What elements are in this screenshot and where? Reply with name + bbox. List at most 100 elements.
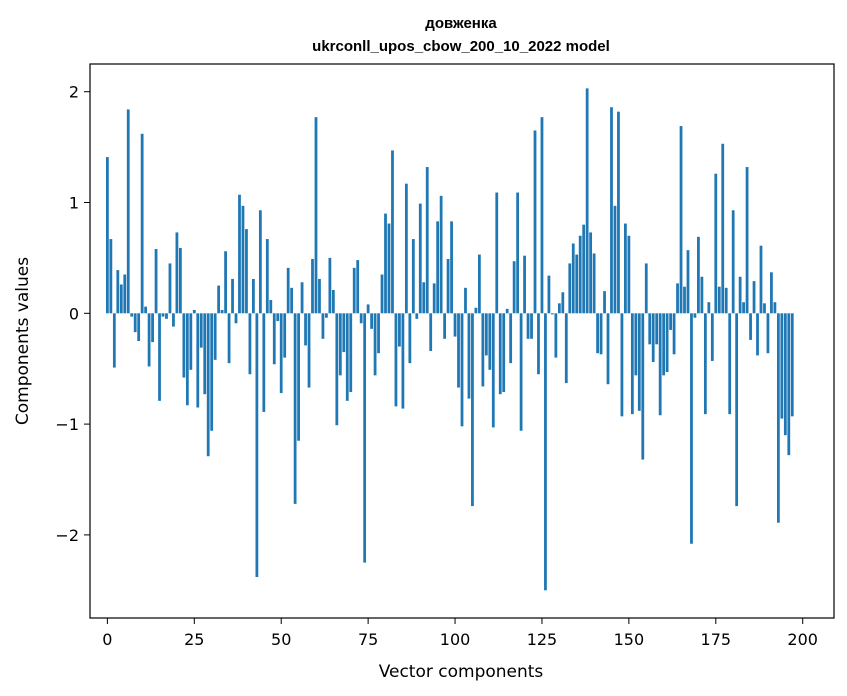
bar (582, 224, 586, 314)
bar (658, 313, 662, 416)
bar (589, 232, 593, 314)
bar (105, 157, 109, 314)
bar (564, 313, 568, 384)
bar (568, 263, 572, 314)
bar (592, 253, 596, 314)
bar (467, 313, 471, 399)
bar (436, 221, 440, 314)
x-tick-label: 125 (527, 630, 558, 649)
bar (575, 254, 579, 314)
bar (651, 313, 655, 363)
bar (147, 313, 151, 367)
bar (537, 313, 540, 375)
x-tick-label: 150 (614, 630, 645, 649)
bar-series (105, 88, 794, 591)
bar (238, 194, 241, 314)
bar (119, 284, 123, 314)
bar (234, 313, 238, 324)
bar (770, 272, 773, 314)
bar (189, 313, 193, 370)
bar (269, 300, 273, 314)
bar (669, 313, 672, 330)
bar (596, 313, 599, 354)
bar (728, 313, 732, 415)
bar (248, 313, 252, 375)
bar (700, 276, 704, 314)
bar (457, 313, 460, 388)
bar (192, 309, 196, 314)
bar (137, 313, 141, 341)
bar (429, 313, 433, 351)
plot-frame (89, 63, 835, 619)
bar (551, 313, 554, 315)
bar (783, 313, 787, 436)
bar (144, 306, 148, 314)
bar (255, 313, 259, 577)
bar (655, 313, 659, 345)
bar (418, 203, 422, 314)
bar (617, 111, 620, 314)
bar (151, 313, 154, 343)
bar (373, 313, 377, 376)
bar (697, 236, 700, 314)
bar (533, 130, 537, 314)
bar (641, 313, 645, 460)
bar (314, 117, 318, 314)
bar (227, 313, 231, 364)
bar (554, 313, 558, 358)
bar (356, 260, 360, 314)
bar (450, 221, 453, 314)
x-axis-ticks: 0 25 50 75 100 125 150 175 200 (102, 618, 818, 649)
x-tick-label: 0 (102, 630, 112, 649)
bar (686, 250, 690, 314)
bar (749, 313, 752, 340)
bar (286, 267, 290, 314)
bar (297, 313, 300, 441)
bar (620, 313, 624, 417)
bar (213, 313, 217, 360)
bar (547, 275, 551, 314)
bar (676, 283, 679, 314)
bar (359, 313, 363, 324)
bar (717, 286, 721, 314)
bar (752, 281, 756, 314)
bar (224, 251, 227, 314)
bar (123, 274, 127, 314)
bar (481, 313, 485, 387)
x-tick-label: 50 (271, 630, 291, 649)
bar (179, 247, 182, 314)
bar (530, 313, 533, 339)
bar (342, 313, 346, 353)
bar (272, 313, 276, 365)
bar (624, 223, 627, 314)
bar (703, 313, 707, 415)
bar (707, 302, 711, 314)
bar (394, 313, 398, 407)
bar (352, 267, 356, 314)
bar (627, 235, 631, 314)
x-tick-label: 25 (184, 630, 204, 649)
bar (321, 313, 325, 339)
bar (391, 150, 394, 314)
bar (158, 313, 161, 401)
bar (168, 263, 172, 314)
bar (557, 303, 561, 314)
bar (519, 313, 523, 431)
bar (495, 192, 499, 314)
bar (710, 313, 714, 361)
bar (502, 313, 506, 392)
y-tick-label: −2 (55, 526, 79, 545)
bar (304, 313, 307, 346)
bar (363, 313, 367, 563)
bar (206, 313, 210, 457)
y-axis-label: Components values (13, 257, 33, 425)
bar (756, 313, 759, 356)
bar (408, 313, 412, 364)
bar (283, 313, 287, 358)
bar (683, 286, 686, 314)
chart-title: довженка (425, 15, 497, 32)
x-tick-label: 175 (701, 630, 732, 649)
bar (634, 313, 638, 376)
bar (606, 313, 610, 385)
bar (484, 313, 488, 356)
